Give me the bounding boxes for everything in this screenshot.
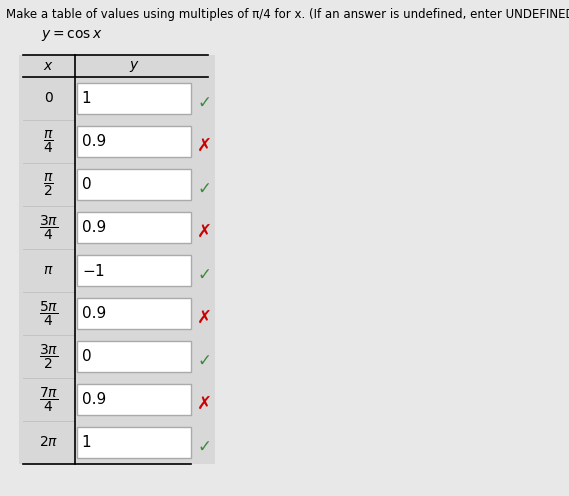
Text: ✓: ✓ — [197, 266, 211, 284]
Text: ✗: ✗ — [196, 309, 212, 327]
Text: $0$: $0$ — [44, 91, 53, 106]
Text: ✗: ✗ — [196, 223, 212, 241]
Text: ✓: ✓ — [197, 352, 211, 370]
Text: $\dfrac{3\pi}{2}$: $\dfrac{3\pi}{2}$ — [39, 342, 59, 371]
Text: $y$: $y$ — [129, 59, 139, 73]
Text: 0: 0 — [82, 177, 92, 192]
FancyBboxPatch shape — [77, 212, 191, 243]
FancyBboxPatch shape — [77, 428, 191, 457]
Text: ✗: ✗ — [196, 137, 212, 155]
Text: $\pi$: $\pi$ — [43, 263, 54, 277]
FancyBboxPatch shape — [77, 255, 191, 286]
Text: Make a table of values using multiples of π/4 for x. (If an answer is undefined,: Make a table of values using multiples o… — [6, 8, 569, 21]
Text: $\dfrac{7\pi}{4}$: $\dfrac{7\pi}{4}$ — [39, 385, 59, 414]
Text: $x$: $x$ — [43, 59, 54, 73]
Text: ✓: ✓ — [197, 180, 211, 198]
Text: 1: 1 — [82, 435, 92, 450]
FancyBboxPatch shape — [77, 384, 191, 415]
Text: 0.9: 0.9 — [82, 220, 106, 235]
FancyBboxPatch shape — [77, 299, 191, 328]
Text: 0: 0 — [82, 349, 92, 364]
Text: ✓: ✓ — [197, 94, 211, 112]
FancyBboxPatch shape — [77, 126, 191, 157]
Text: 0.9: 0.9 — [82, 306, 106, 321]
Bar — [19, 55, 215, 464]
Text: 0.9: 0.9 — [82, 134, 106, 149]
Text: $\dfrac{3\pi}{4}$: $\dfrac{3\pi}{4}$ — [39, 213, 59, 242]
Text: ✗: ✗ — [196, 395, 212, 413]
Text: $\dfrac{\pi}{2}$: $\dfrac{\pi}{2}$ — [43, 171, 54, 198]
FancyBboxPatch shape — [77, 170, 191, 199]
Text: 1: 1 — [82, 91, 92, 106]
Text: $y = \cos x$: $y = \cos x$ — [41, 28, 103, 43]
Text: $-1$: $-1$ — [82, 262, 105, 278]
FancyBboxPatch shape — [77, 341, 191, 372]
Text: $2\pi$: $2\pi$ — [39, 435, 59, 449]
Text: $\dfrac{\pi}{4}$: $\dfrac{\pi}{4}$ — [43, 128, 54, 155]
Text: ✓: ✓ — [197, 438, 211, 456]
Text: 0.9: 0.9 — [82, 392, 106, 407]
Text: $\dfrac{5\pi}{4}$: $\dfrac{5\pi}{4}$ — [39, 299, 59, 328]
FancyBboxPatch shape — [77, 83, 191, 114]
